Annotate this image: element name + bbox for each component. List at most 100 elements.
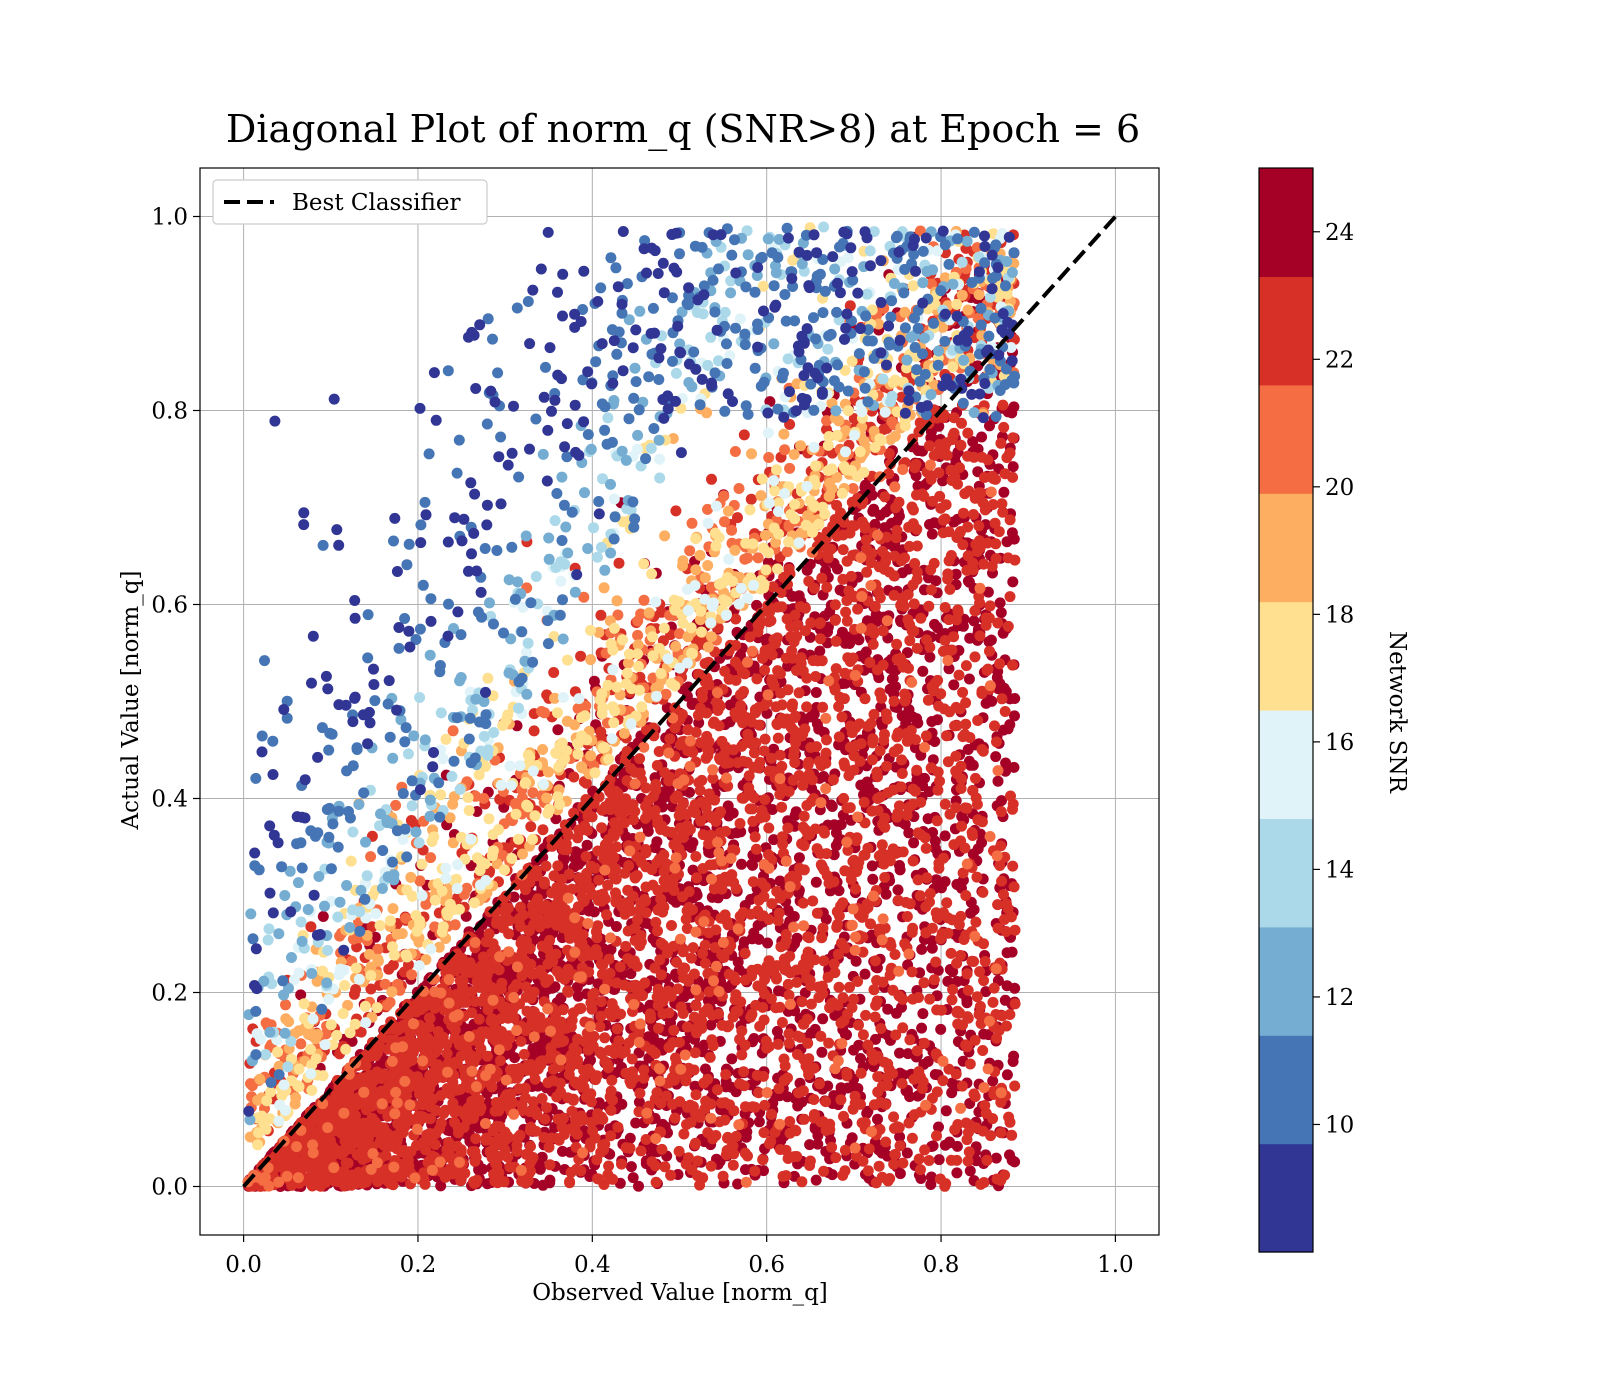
scatter-point xyxy=(1009,998,1021,1010)
scatter-point xyxy=(860,479,871,491)
scatter-point xyxy=(747,859,758,871)
scatter-point xyxy=(901,809,913,821)
scatter-point xyxy=(928,974,940,986)
scatter-point xyxy=(1007,576,1019,588)
scatter-point xyxy=(944,583,956,595)
scatter-point xyxy=(793,852,805,864)
scatter-point xyxy=(916,943,928,955)
scatter-point xyxy=(704,1051,716,1063)
scatter-point xyxy=(435,1180,447,1192)
scatter-point xyxy=(839,1144,851,1156)
scatter-point xyxy=(1005,790,1016,802)
scatter-point xyxy=(757,652,768,664)
scatter-point xyxy=(976,837,988,849)
scatter-point xyxy=(759,794,771,806)
scatter-point xyxy=(923,440,935,452)
scatter-point xyxy=(984,645,995,657)
scatter-point xyxy=(941,730,953,742)
scatter-point xyxy=(998,889,1009,900)
scatter-point xyxy=(635,1145,647,1157)
scatter-point xyxy=(749,1165,761,1177)
scatter-point xyxy=(691,872,703,884)
scatter-point xyxy=(295,989,307,1001)
scatter-point xyxy=(797,897,809,909)
scatter-point xyxy=(1008,1050,1020,1062)
scatter-point xyxy=(633,1096,645,1108)
scatter-point xyxy=(749,831,761,843)
scatter-point xyxy=(933,1154,945,1166)
scatter-point xyxy=(948,516,960,528)
scatter-point xyxy=(908,837,920,849)
scatter-point xyxy=(826,1169,838,1181)
scatter-point xyxy=(860,646,872,658)
scatter-point xyxy=(982,586,994,598)
scatter-point xyxy=(750,843,762,855)
scatter-point xyxy=(830,827,842,839)
scatter-point xyxy=(610,873,622,885)
scatter-point xyxy=(869,1011,881,1023)
scatter-point xyxy=(651,836,663,848)
scatter-point xyxy=(858,796,870,808)
scatter-point xyxy=(892,884,904,896)
scatter-point xyxy=(976,431,988,443)
scatter-point xyxy=(930,956,942,968)
scatter-point xyxy=(746,933,758,945)
scatter-point xyxy=(813,723,825,735)
scatter-point xyxy=(911,1045,923,1057)
scatter-point xyxy=(759,1099,771,1111)
scatter-point xyxy=(801,701,813,713)
scatter-point xyxy=(915,1164,926,1176)
scatter-point xyxy=(535,1161,547,1173)
scatter-point xyxy=(942,975,954,987)
scatter-point xyxy=(848,1044,860,1056)
scatter-point xyxy=(874,745,886,757)
scatter-point xyxy=(980,986,992,998)
scatter-point xyxy=(964,1165,976,1177)
scatter-point xyxy=(998,486,1010,498)
scatter-point xyxy=(791,932,803,944)
scatter-point xyxy=(633,1180,644,1192)
scatter-point xyxy=(994,678,1006,689)
scatter-point xyxy=(859,693,871,705)
scatter-point xyxy=(906,1132,918,1144)
scatter-point xyxy=(1001,536,1013,548)
scatter-point xyxy=(925,1179,937,1190)
scatter-point xyxy=(768,834,780,846)
scatter-point xyxy=(894,864,906,876)
scatter-point xyxy=(859,968,871,980)
scatter-point xyxy=(757,1154,769,1166)
scatter-point xyxy=(826,801,838,812)
scatter-point xyxy=(1007,461,1019,473)
scatter-point xyxy=(816,932,828,944)
scatter-point xyxy=(894,1047,905,1059)
scatter-point xyxy=(871,995,883,1007)
scatter-point xyxy=(896,754,908,766)
scatter-point xyxy=(601,909,613,921)
scatter-point xyxy=(687,942,699,954)
scatter-point xyxy=(661,702,673,714)
scatter-point xyxy=(814,1078,825,1090)
scatter-point xyxy=(880,888,892,900)
scatter-point xyxy=(986,695,998,707)
scatter-point xyxy=(1009,982,1021,994)
scatter-point xyxy=(622,884,634,896)
scatter-point xyxy=(690,851,702,862)
scatter-point xyxy=(814,633,826,645)
scatter-point xyxy=(930,874,942,886)
scatter-point xyxy=(839,637,851,649)
scatter-point xyxy=(967,759,979,771)
scatter-point xyxy=(866,860,878,872)
scatter-point xyxy=(948,679,960,691)
scatter-point xyxy=(771,632,783,644)
scatter-point xyxy=(1008,881,1020,893)
scatter-point xyxy=(699,957,711,969)
scatter-point xyxy=(995,806,1007,818)
scatter-point xyxy=(879,872,891,883)
scatter-point xyxy=(734,910,746,922)
scatter-point xyxy=(820,757,832,769)
scatter-point xyxy=(580,851,592,862)
scatter-point xyxy=(875,1023,887,1034)
scatter-point xyxy=(796,996,808,1008)
scatter-point xyxy=(1006,407,1018,419)
